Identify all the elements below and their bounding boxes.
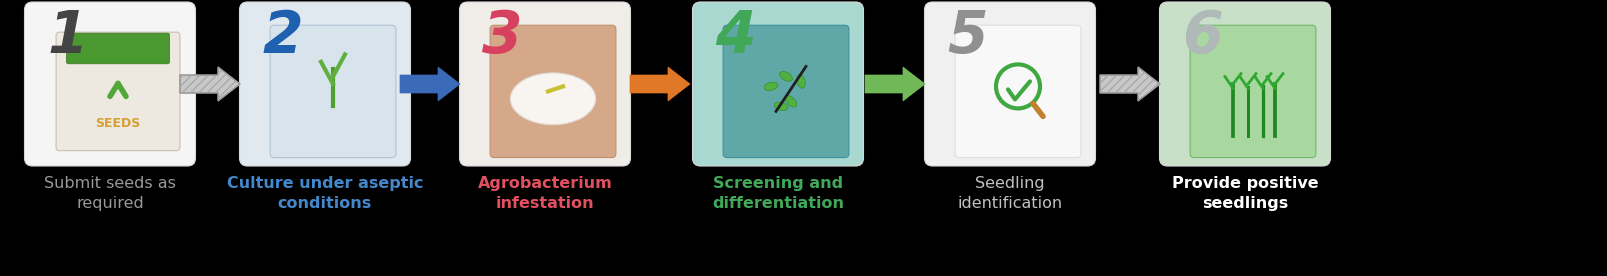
FancyBboxPatch shape (66, 33, 169, 64)
Text: seedlings: seedlings (1200, 196, 1287, 211)
FancyBboxPatch shape (1159, 2, 1329, 166)
Ellipse shape (784, 96, 795, 107)
FancyBboxPatch shape (1189, 25, 1315, 158)
Polygon shape (400, 67, 460, 101)
Text: Screening and: Screening and (712, 176, 842, 191)
FancyBboxPatch shape (56, 32, 180, 151)
Text: 1: 1 (48, 8, 88, 65)
Polygon shape (1099, 67, 1159, 101)
Ellipse shape (773, 102, 787, 111)
FancyBboxPatch shape (693, 2, 863, 166)
Text: infestation: infestation (495, 196, 595, 211)
Ellipse shape (509, 73, 595, 125)
Text: SEEDS: SEEDS (95, 118, 140, 131)
Ellipse shape (763, 82, 778, 91)
Ellipse shape (779, 71, 792, 81)
Ellipse shape (795, 75, 805, 88)
Text: 2: 2 (262, 8, 304, 65)
Text: conditions: conditions (278, 196, 371, 211)
Polygon shape (865, 67, 924, 101)
FancyBboxPatch shape (239, 2, 410, 166)
FancyBboxPatch shape (924, 2, 1094, 166)
Text: identification: identification (956, 196, 1062, 211)
Polygon shape (630, 67, 689, 101)
FancyBboxPatch shape (955, 25, 1080, 158)
Text: 5: 5 (947, 8, 988, 65)
FancyBboxPatch shape (490, 25, 615, 158)
Polygon shape (180, 67, 239, 101)
Text: required: required (76, 196, 143, 211)
Text: 4: 4 (715, 8, 755, 65)
Text: differentiation: differentiation (712, 196, 844, 211)
FancyBboxPatch shape (460, 2, 630, 166)
Text: Seedling: Seedling (974, 176, 1045, 191)
Text: Submit seeds as: Submit seeds as (43, 176, 175, 191)
Text: 6: 6 (1181, 8, 1223, 65)
FancyBboxPatch shape (24, 2, 196, 166)
Text: Provide positive: Provide positive (1172, 176, 1318, 191)
Text: Agrobacterium: Agrobacterium (477, 176, 612, 191)
Text: Culture under aseptic: Culture under aseptic (227, 176, 423, 191)
FancyBboxPatch shape (270, 25, 395, 158)
FancyBboxPatch shape (723, 25, 848, 158)
Text: 3: 3 (482, 8, 522, 65)
